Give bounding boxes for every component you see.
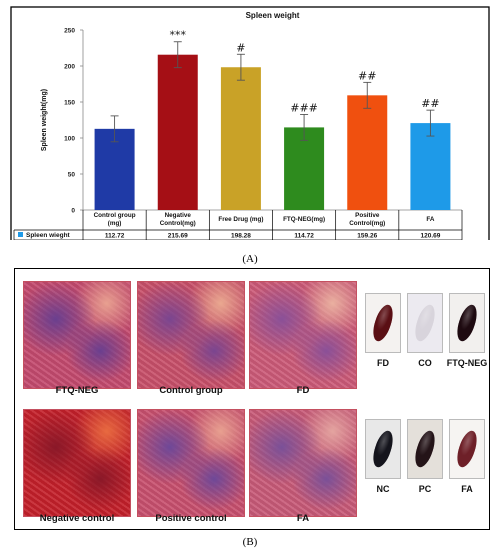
spleen-label: FA [461,484,473,494]
spleen-label: NC [376,484,390,494]
histology-label: FD [296,385,310,396]
category-label: Control(mg) [160,220,196,227]
spleen-organ [411,428,439,470]
spleen-organ [369,428,397,470]
histology-image [137,409,245,517]
table-value: 112.72 [105,233,125,240]
panel-b-label: (B) [242,536,258,548]
spleen-label: CO [418,358,432,368]
histology-image [249,409,357,517]
spleen-label: FD [377,358,389,368]
y-tick-label: 200 [64,64,75,71]
spleen-label: PC [418,484,432,494]
histology-panel: FTQ-NEG Control group FD Negative control Po… [14,268,490,530]
legend-marker [18,232,23,237]
table-value: 198.28 [231,233,251,240]
histology-label: FA [296,513,310,524]
spleen-organ [453,302,481,344]
spleen-photo [449,293,485,353]
significance-marker: # [236,41,245,54]
legend-label: Spleen wieght [26,232,71,239]
significance-marker: *** [170,29,187,42]
significance-marker: ## [358,69,376,82]
bar [347,95,388,210]
significance-marker: ## [421,97,439,110]
histology-image [23,409,131,517]
bar [94,128,135,210]
category-label: Positive [355,212,380,219]
table-value: 215.69 [168,233,188,240]
y-tick-label: 0 [71,208,75,215]
y-tick-label: 100 [64,136,75,143]
significance-marker: ### [290,101,318,114]
category-label: Control(mg) [349,220,385,227]
bar [410,123,451,210]
spleen-weight-chart-panel: Spleen weight 0 50 100 150 200 250 Spleen weigh… [0,0,500,240]
panel-a-label: (A) [242,253,258,265]
bar [220,67,261,210]
histology-label: Positive control [155,513,227,524]
spleen-photo [365,419,401,479]
bar [284,127,325,210]
y-tick-label: 250 [64,28,75,35]
spleen-organ [453,428,481,470]
category-label: Negative [165,212,192,219]
category-label: Free Drug (mg) [218,216,263,223]
y-tick-label: 150 [64,100,75,107]
table-value: 120.69 [420,233,440,240]
spleen-organ [369,302,397,344]
spleen-photo [407,293,443,353]
spleen-photo [407,419,443,479]
spleen-photo [365,293,401,353]
category-label: (mg) [108,220,122,227]
histology-label: FTQ-NEG [55,385,99,396]
y-tick-label: 50 [68,172,76,179]
spleen-label: FTQ-NEG [446,358,488,368]
chart-title: Spleen weight [246,11,300,20]
histology-image [137,281,245,389]
category-label: FA [426,216,434,223]
category-label: FTQ-NEG(mg) [283,216,325,223]
spleen-weight-chart: Spleen weight 0 50 100 150 200 250 Spleen weigh… [10,6,490,240]
category-label: Control group [94,212,136,219]
y-axis-label: Spleen weight(mg) [41,89,48,151]
histology-image [249,281,357,389]
spleen-organ [411,302,439,344]
histology-label: Control group [159,385,223,396]
histology-image [23,281,131,389]
histology-label: Negative control [39,513,115,524]
spleen-photo [449,419,485,479]
bar [157,54,198,210]
table-value: 159.26 [357,233,377,240]
table-value: 114.72 [294,233,314,240]
